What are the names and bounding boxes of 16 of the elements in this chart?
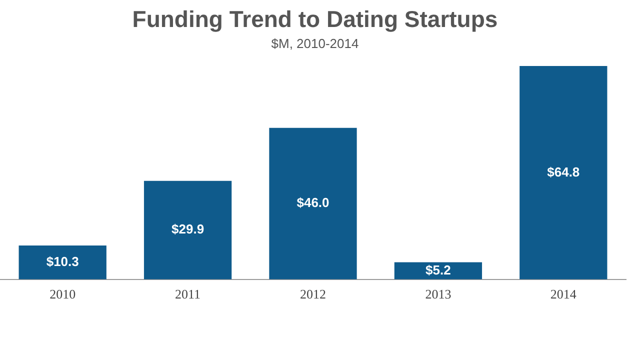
- data-label: $46.0: [296, 195, 330, 210]
- x-tick-label: 2011: [175, 286, 201, 302]
- x-tick-label: 2010: [50, 286, 76, 302]
- chart-subtitle: $M, 2010-2014: [270, 36, 360, 51]
- data-label: $29.9: [172, 222, 204, 237]
- x-tick-label: 2014: [550, 286, 577, 302]
- chart-title: Funding Trend to Dating Startups: [131, 6, 499, 33]
- data-label: $64.8: [547, 164, 580, 180]
- x-tick-label: 2012: [300, 286, 326, 302]
- bar: [269, 128, 357, 280]
- data-label: $5.2: [426, 262, 451, 278]
- data-label: $10.3: [46, 254, 79, 270]
- bar: [144, 180, 232, 280]
- x-tick-label: 2013: [425, 286, 452, 302]
- bar: [18, 245, 106, 280]
- bar: [520, 66, 608, 280]
